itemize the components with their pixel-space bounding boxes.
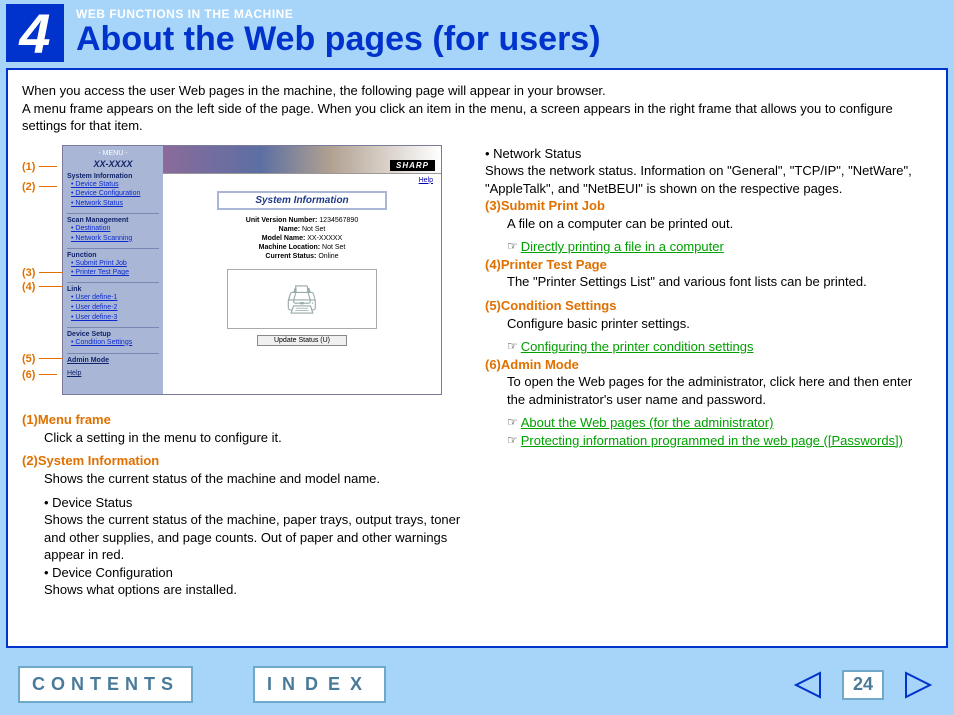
menu-section-title: Device Setup: [67, 327, 159, 338]
menu-item[interactable]: Device Configuration: [71, 189, 159, 199]
intro-text: When you access the user Web pages in th…: [22, 82, 932, 135]
menu-section-title: Function: [67, 248, 159, 259]
sysinfo-row: Name: Not Set: [163, 225, 441, 234]
explain-sub: Network StatusShows the network status. …: [485, 145, 932, 198]
sysinfo-row: Unit Version Number: 1234567890: [163, 216, 441, 225]
help-link[interactable]: Help: [163, 174, 441, 189]
explain-sub: Device StatusShows the current status of…: [44, 494, 467, 564]
banner: SHARP: [163, 146, 441, 174]
explain-item: (6)Admin ModeTo open the Web pages for t…: [485, 356, 932, 409]
callout-1: (1): [22, 161, 57, 173]
menu-item[interactable]: Condition Settings: [71, 338, 159, 348]
sysinfo-row: Current Status: Online: [163, 252, 441, 261]
menu-item[interactable]: Network Status: [71, 199, 159, 209]
content-panel: When you access the user Web pages in th…: [6, 68, 948, 648]
screenshot-figure: (1) (2) (3) (4) (5) (6) - MENU - XX-XXXX…: [22, 145, 467, 395]
menu-section-title: System Information: [67, 173, 159, 180]
menu-item[interactable]: Printer Test Page: [71, 268, 159, 278]
main-frame: SHARP Help System Information Unit Versi…: [163, 146, 441, 394]
page-footer: CONTENTS INDEX 24: [0, 656, 954, 715]
update-status-button[interactable]: Update Status (U): [257, 335, 347, 346]
cross-ref[interactable]: ☞Configuring the printer condition setti…: [507, 338, 932, 356]
next-page-button[interactable]: [902, 670, 936, 700]
explain-item: (2)System InformationShows the current s…: [22, 452, 467, 488]
pointer-icon: ☞: [507, 432, 518, 448]
menu-section-title: Scan Management: [67, 213, 159, 224]
callout-2: (2): [22, 181, 57, 193]
menu-item[interactable]: Submit Print Job: [71, 259, 159, 269]
sharp-logo: SHARP: [390, 160, 435, 171]
chapter-number: 4: [6, 4, 64, 62]
printer-icon: 🖨: [284, 283, 320, 316]
pointer-icon: ☞: [507, 414, 518, 430]
page-title: About the Web pages (for users): [76, 21, 948, 58]
menu-admin-mode[interactable]: Admin Mode: [67, 353, 159, 364]
callout-6: (6): [22, 369, 57, 381]
printer-preview: 🖨: [227, 269, 377, 329]
menu-item[interactable]: User define-1: [71, 293, 159, 303]
page-header: 4 WEB FUNCTIONS IN THE MACHINE About the…: [0, 0, 954, 62]
explain-item: (3)Submit Print JobA file on a computer …: [485, 197, 932, 232]
explain-sub: Device ConfigurationShows what options a…: [44, 564, 467, 599]
panel-title: System Information: [217, 191, 387, 210]
pointer-icon: ☞: [507, 238, 518, 254]
menu-item[interactable]: Network Scanning: [71, 234, 159, 244]
contents-button[interactable]: CONTENTS: [18, 666, 193, 703]
system-info-rows: Unit Version Number: 1234567890Name: Not…: [163, 216, 441, 261]
menu-item[interactable]: User define-2: [71, 303, 159, 313]
cross-ref[interactable]: ☞Directly printing a file in a computer: [507, 238, 932, 256]
explain-item: (5)Condition SettingsConfigure basic pri…: [485, 297, 932, 332]
sysinfo-row: Machine Location: Not Set: [163, 243, 441, 252]
menu-frame: - MENU - XX-XXXX System InformationDevic…: [63, 146, 163, 394]
menu-help[interactable]: Help: [67, 370, 159, 377]
menu-model: XX-XXXX: [67, 159, 159, 169]
cross-ref[interactable]: ☞Protecting information programmed in th…: [507, 432, 932, 450]
pointer-icon: ☞: [507, 338, 518, 354]
menu-section-title: Link: [67, 282, 159, 293]
menu-header: - MENU -: [67, 150, 159, 157]
menu-item[interactable]: Destination: [71, 224, 159, 234]
explain-item: (4)Printer Test PageThe "Printer Setting…: [485, 256, 932, 291]
header-text: WEB FUNCTIONS IN THE MACHINE About the W…: [76, 7, 948, 58]
menu-item[interactable]: User define-3: [71, 313, 159, 323]
explain-item: (1)Menu frameClick a setting in the menu…: [22, 411, 467, 447]
index-button[interactable]: INDEX: [253, 666, 386, 703]
cross-ref[interactable]: ☞About the Web pages (for the administra…: [507, 414, 932, 432]
sysinfo-row: Model Name: XX-XXXXX: [163, 234, 441, 243]
page-number: 24: [842, 670, 884, 700]
prev-page-button[interactable]: [790, 670, 824, 700]
section-kicker: WEB FUNCTIONS IN THE MACHINE: [76, 7, 948, 21]
menu-item[interactable]: Device Status: [71, 180, 159, 190]
